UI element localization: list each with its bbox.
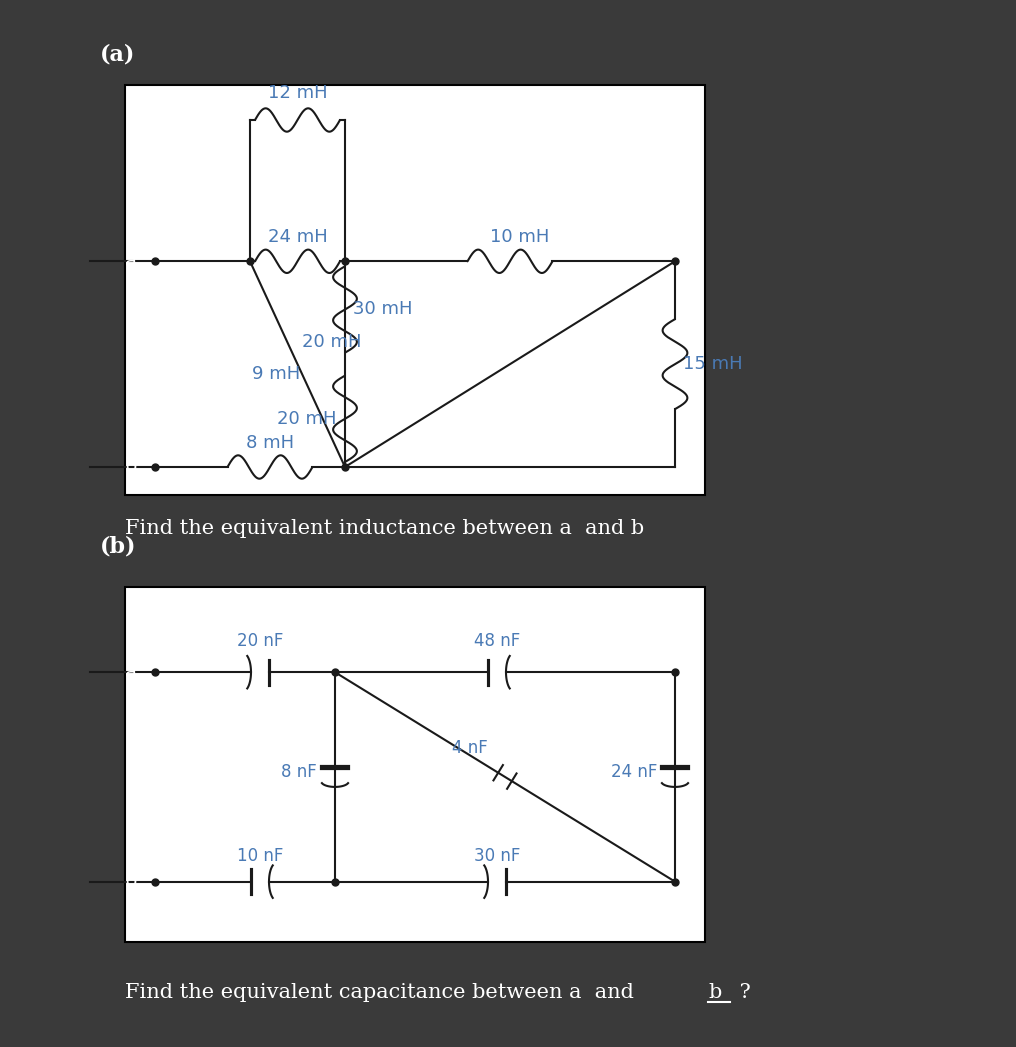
Text: 4 nF: 4 nF [452, 739, 488, 757]
Text: 20 mH: 20 mH [277, 409, 337, 428]
Bar [125, 85, 705, 495]
Text: b: b [125, 872, 137, 891]
Text: 48 nF: 48 nF [473, 632, 520, 650]
Text: a: a [125, 251, 137, 271]
Text: b: b [125, 458, 137, 476]
Text: b: b [708, 982, 721, 1002]
Text: 10 mH: 10 mH [491, 228, 550, 246]
Text: 20 nF: 20 nF [237, 632, 283, 650]
Text: 30 mH: 30 mH [353, 300, 412, 318]
Text: 15 mH: 15 mH [683, 355, 743, 373]
Text: (a): (a) [100, 44, 135, 66]
Text: 24 mH: 24 mH [267, 228, 327, 246]
Text: 20 mH: 20 mH [303, 333, 362, 351]
Text: (b): (b) [100, 536, 136, 558]
Text: 24 nF: 24 nF [611, 763, 657, 781]
Text: 10 nF: 10 nF [237, 847, 283, 865]
Text: 12 mH: 12 mH [267, 84, 327, 102]
Text: Find the equivalent capacitance between a  and: Find the equivalent capacitance between … [125, 982, 640, 1002]
Text: 8 nF: 8 nF [281, 763, 317, 781]
Text: 9 mH: 9 mH [253, 365, 301, 383]
Text: Find the equivalent inductance between a  and b: Find the equivalent inductance between a… [125, 519, 644, 538]
Text: a: a [125, 663, 137, 682]
Text: 30 nF: 30 nF [473, 847, 520, 865]
Bar [125, 587, 705, 942]
Text: 8 mH: 8 mH [246, 435, 294, 452]
Text: ?: ? [733, 982, 751, 1002]
